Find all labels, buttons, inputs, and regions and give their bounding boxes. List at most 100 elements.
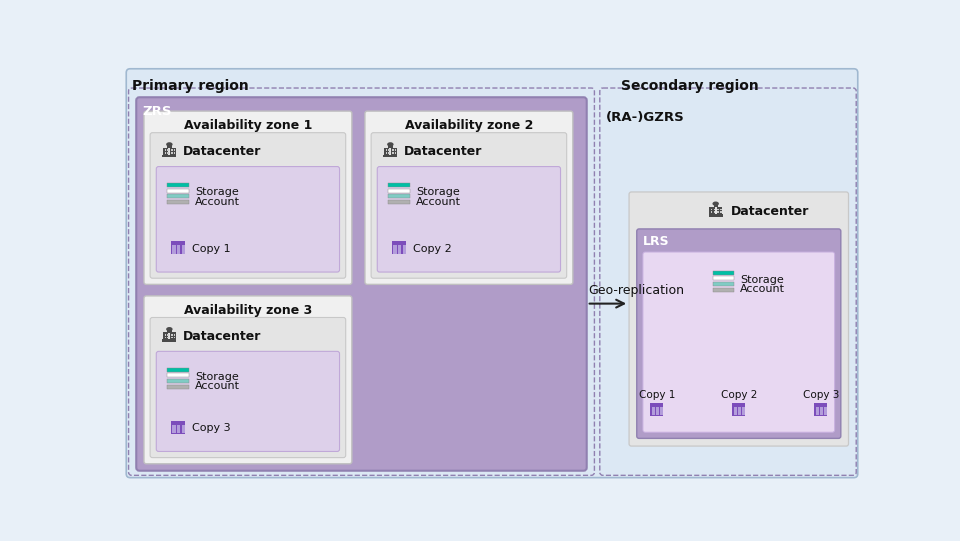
Bar — [650, 404, 663, 406]
Bar — [174, 334, 176, 335]
Bar — [177, 425, 180, 433]
Bar — [388, 194, 410, 199]
Text: Geo-replication: Geo-replication — [588, 285, 684, 298]
Text: Copy 1: Copy 1 — [192, 244, 230, 254]
Text: Account: Account — [195, 381, 240, 391]
Ellipse shape — [166, 327, 173, 331]
Bar — [742, 407, 745, 415]
Bar — [167, 144, 172, 148]
Text: Datacenter: Datacenter — [183, 330, 262, 343]
FancyArrowPatch shape — [589, 300, 624, 307]
Bar — [388, 149, 390, 151]
Ellipse shape — [387, 142, 394, 147]
Bar — [167, 379, 188, 383]
Bar — [167, 373, 188, 378]
Bar — [386, 152, 387, 154]
Bar — [171, 149, 173, 151]
Bar — [712, 270, 734, 274]
Bar — [708, 214, 723, 216]
Text: ZRS: ZRS — [142, 105, 172, 118]
Text: (RA-)GZRS: (RA-)GZRS — [606, 111, 684, 124]
Text: Datacenter: Datacenter — [732, 204, 809, 217]
FancyBboxPatch shape — [144, 296, 352, 464]
Bar — [395, 149, 396, 151]
Text: Copy 2: Copy 2 — [721, 390, 757, 400]
Bar — [717, 208, 719, 210]
Bar — [181, 425, 184, 433]
Bar — [164, 149, 166, 151]
Bar — [174, 152, 176, 154]
Bar — [660, 407, 663, 415]
Bar — [720, 208, 722, 210]
Bar — [392, 243, 406, 254]
Bar — [177, 246, 180, 254]
Bar — [388, 144, 393, 148]
Bar — [164, 337, 166, 338]
Text: Availability zone 2: Availability zone 2 — [405, 119, 533, 132]
Bar — [392, 241, 406, 244]
Bar — [167, 334, 169, 335]
Text: Datacenter: Datacenter — [404, 146, 483, 159]
Bar — [167, 385, 188, 389]
Bar — [650, 405, 663, 416]
Bar — [712, 282, 734, 286]
Text: Secondary region: Secondary region — [621, 79, 759, 93]
Bar — [712, 288, 734, 292]
Bar — [814, 405, 828, 416]
Ellipse shape — [166, 142, 173, 147]
Bar — [167, 194, 188, 199]
Bar — [167, 149, 169, 151]
Text: Availability zone 3: Availability zone 3 — [183, 304, 312, 316]
Text: LRS: LRS — [643, 235, 669, 248]
Bar — [171, 337, 173, 338]
FancyBboxPatch shape — [144, 111, 352, 285]
FancyBboxPatch shape — [136, 97, 587, 471]
FancyBboxPatch shape — [643, 252, 834, 432]
Bar — [171, 148, 176, 155]
Bar — [167, 152, 169, 154]
Text: Copy 3: Copy 3 — [192, 424, 230, 433]
Bar — [713, 211, 715, 213]
Bar — [733, 407, 736, 415]
Bar — [713, 203, 718, 207]
Bar — [171, 243, 184, 254]
FancyBboxPatch shape — [372, 133, 566, 278]
Bar — [171, 152, 173, 154]
Bar — [656, 407, 659, 415]
FancyBboxPatch shape — [636, 229, 841, 438]
FancyBboxPatch shape — [377, 167, 561, 272]
FancyBboxPatch shape — [127, 69, 857, 478]
Text: Storage: Storage — [740, 275, 784, 285]
Bar — [717, 211, 719, 213]
Bar — [710, 208, 712, 210]
Bar — [167, 200, 188, 204]
Bar — [174, 337, 176, 338]
Bar — [383, 155, 397, 157]
Bar — [167, 189, 188, 193]
Text: Storage: Storage — [195, 372, 238, 382]
FancyBboxPatch shape — [156, 167, 340, 272]
Text: Storage: Storage — [416, 187, 460, 197]
Bar — [181, 246, 184, 254]
Bar — [164, 152, 166, 154]
Text: Account: Account — [195, 196, 240, 207]
Bar — [162, 339, 177, 342]
Text: Copy 3: Copy 3 — [803, 390, 839, 400]
Bar — [163, 332, 168, 340]
Bar — [398, 246, 401, 254]
Bar — [384, 148, 390, 155]
Bar — [820, 407, 823, 415]
Bar — [171, 334, 173, 335]
Bar — [167, 183, 188, 187]
Bar — [732, 404, 745, 406]
Bar — [710, 211, 712, 213]
Bar — [171, 421, 184, 424]
Text: Copy 2: Copy 2 — [413, 244, 451, 254]
Bar — [652, 407, 655, 415]
Bar — [388, 183, 410, 187]
Bar — [171, 241, 184, 244]
Bar — [388, 152, 390, 154]
Bar — [709, 207, 714, 214]
Bar — [712, 276, 734, 280]
Text: Primary region: Primary region — [132, 79, 249, 93]
